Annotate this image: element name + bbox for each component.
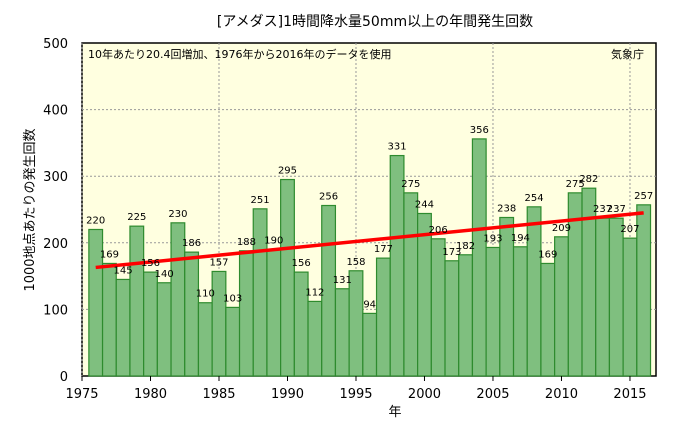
bar <box>307 300 323 377</box>
data-label: 169 <box>538 249 557 260</box>
bar <box>280 178 295 377</box>
data-label: 112 <box>305 287 324 298</box>
data-label: 177 <box>374 244 393 255</box>
x-axis: 1975 1980 1985 1990 1995 2000 2005 2010 2015 <box>65 376 647 402</box>
y-tick-label: 500 <box>43 37 68 52</box>
x-tick-label: 1995 <box>339 387 372 402</box>
data-label: 256 <box>319 192 338 203</box>
bar <box>156 282 172 377</box>
bar <box>444 260 460 377</box>
x-tick-label: 2000 <box>408 387 441 402</box>
x-tick-label: 1985 <box>202 387 235 402</box>
data-label: 140 <box>155 269 174 280</box>
x-tick-label: 2010 <box>545 387 578 402</box>
y-tick-label: 100 <box>43 303 68 318</box>
y-axis-label: 1000地点あたりの発生回数 <box>23 128 38 291</box>
data-label: 295 <box>278 166 297 177</box>
bar <box>348 270 364 377</box>
data-label: 158 <box>346 257 365 268</box>
bar <box>115 278 131 377</box>
data-label: 257 <box>634 191 653 202</box>
data-label: 157 <box>209 257 228 268</box>
bar <box>636 204 652 377</box>
data-label: 110 <box>196 289 215 300</box>
data-label: 275 <box>401 179 420 190</box>
bar <box>143 271 158 377</box>
bar <box>252 208 268 377</box>
data-label: 237 <box>593 204 612 215</box>
data-label: 220 <box>86 215 105 226</box>
bar <box>334 288 350 377</box>
bar <box>129 225 145 377</box>
x-tick-label: 1975 <box>65 387 98 402</box>
bar <box>266 248 282 377</box>
data-label: 331 <box>388 142 407 153</box>
chart-title: [アメダス]1時間降水量50mm以上の年間発生回数 <box>217 14 533 30</box>
x-tick-label: 1980 <box>134 387 167 402</box>
bar <box>211 270 227 377</box>
data-label: 237 <box>607 204 626 215</box>
data-label: 194 <box>511 233 530 244</box>
data-label: 94 <box>363 299 376 310</box>
data-label: 156 <box>141 258 160 269</box>
bar <box>417 212 432 377</box>
data-label: 275 <box>566 179 585 190</box>
y-tick-label: 300 <box>43 170 68 185</box>
data-label: 131 <box>333 275 352 286</box>
source-label: 気象庁 <box>611 47 644 61</box>
bar <box>485 246 501 377</box>
x-axis-label: 年 <box>388 405 401 420</box>
bar <box>512 246 528 377</box>
x-tick-label: 1990 <box>271 387 304 402</box>
data-label: 193 <box>483 233 502 244</box>
y-tick-label: 0 <box>60 370 68 385</box>
data-label: 182 <box>456 241 475 252</box>
bar <box>622 237 638 377</box>
data-label: 156 <box>292 258 311 269</box>
bar <box>184 251 200 377</box>
data-label: 282 <box>579 174 598 185</box>
bar <box>540 262 556 377</box>
data-label: 188 <box>237 237 256 248</box>
bar <box>375 257 391 377</box>
data-label: 190 <box>264 235 283 246</box>
trend-line <box>95 211 644 270</box>
data-label: 173 <box>442 247 461 258</box>
bar <box>430 238 446 377</box>
data-label: 209 <box>552 223 571 234</box>
data-label: 244 <box>415 199 434 210</box>
data-label: 356 <box>470 125 489 136</box>
y-tick-label: 200 <box>43 237 68 252</box>
bar <box>595 217 611 377</box>
y-tick-label: 400 <box>43 104 68 119</box>
data-label: 254 <box>525 193 544 204</box>
data-label: 230 <box>168 209 187 220</box>
x-tick-label: 2015 <box>613 387 646 402</box>
data-label: 145 <box>114 265 133 276</box>
data-label: 206 <box>429 225 448 236</box>
y-axis: 0 100 200 300 400 500 <box>43 37 68 385</box>
data-label: 251 <box>251 195 270 206</box>
bar <box>197 302 213 377</box>
data-label: 225 <box>127 212 146 223</box>
data-labels: 2201691452251561402301861101571031882511… <box>86 125 653 310</box>
bar <box>403 192 419 377</box>
bar <box>101 262 117 377</box>
data-label: 238 <box>497 203 516 214</box>
data-label: 186 <box>182 238 201 249</box>
bar <box>608 217 624 377</box>
x-tick-label: 2005 <box>476 387 509 402</box>
bar <box>225 306 241 377</box>
data-label: 169 <box>100 249 119 260</box>
bar <box>362 312 378 377</box>
data-label: 207 <box>620 224 639 235</box>
data-label: 103 <box>223 293 242 304</box>
bar <box>238 250 254 377</box>
bar <box>471 138 487 377</box>
annotation: 10年あたり20.4回増加、1976年から2016年のデータを使用 <box>88 47 391 61</box>
bar <box>458 254 474 377</box>
